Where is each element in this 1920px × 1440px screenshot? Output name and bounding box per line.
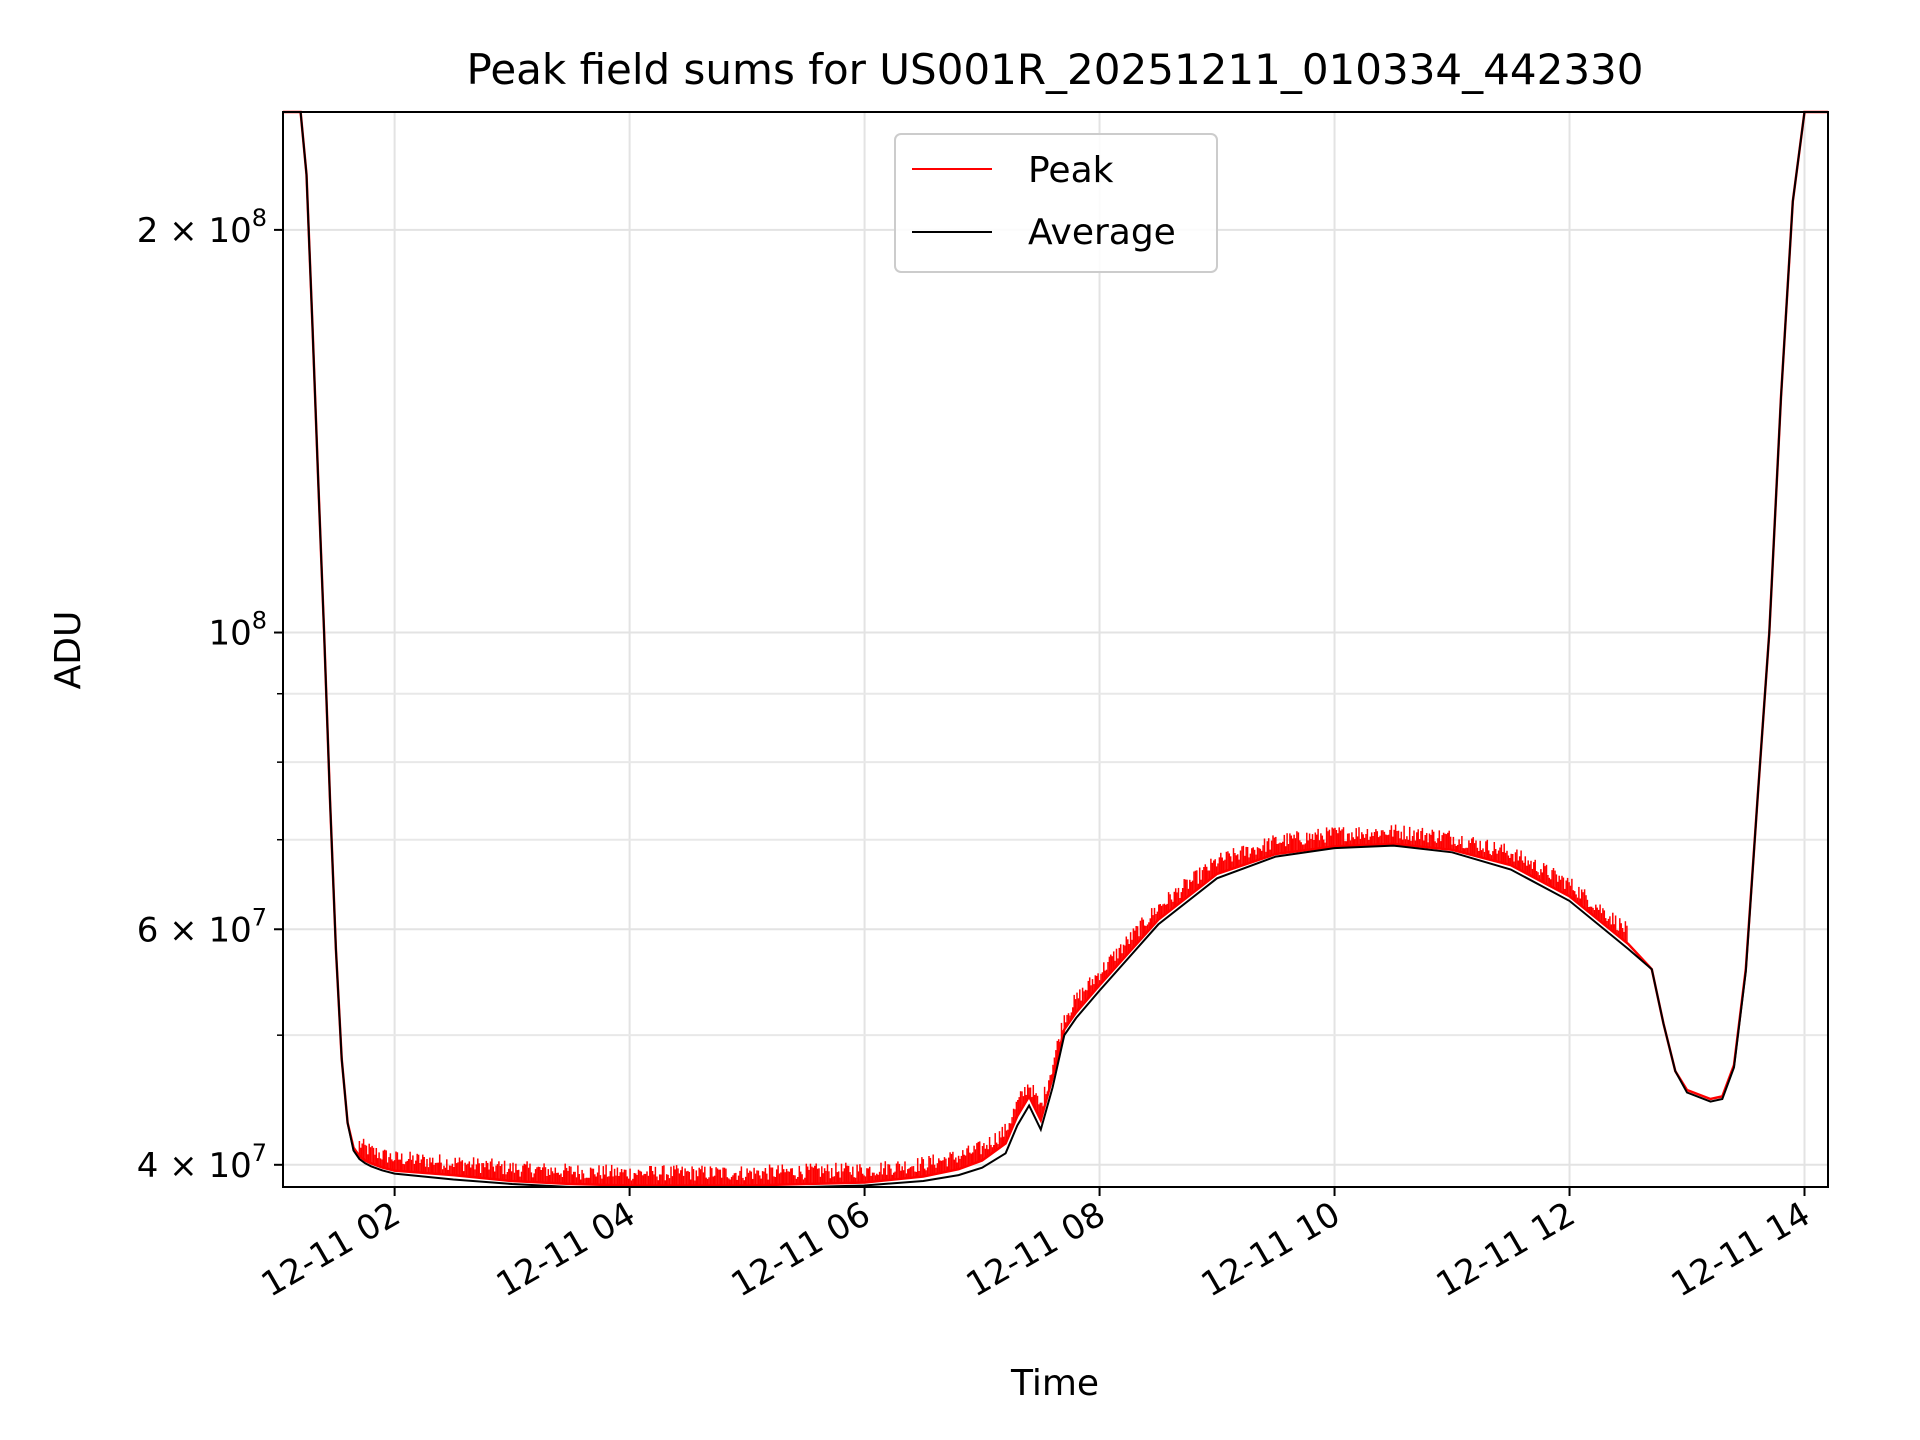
average-line (283, 111, 1828, 1188)
x-tick-label: 12-11 10 (1195, 1194, 1347, 1305)
y-tick-label: 108 (208, 607, 267, 654)
average-series (283, 111, 1828, 1188)
peak-series (283, 110, 1828, 1187)
peak-line (283, 110, 1828, 1187)
y-tick-label: 4 × 107 (137, 1139, 267, 1186)
legend-label-peak: Peak (1028, 150, 1114, 191)
x-tick-label: 12-11 06 (725, 1194, 877, 1305)
legend: Peak Average (894, 133, 1218, 273)
y-tick-label: 2 × 108 (137, 204, 267, 251)
x-axis-label: Time (1010, 1363, 1099, 1404)
x-tick-label: 12-11 14 (1665, 1194, 1817, 1305)
y-axis-label: ADU (48, 611, 89, 690)
x-axis: 12-11 02 12-11 04 12-11 06 12-11 08 12-11 10… (255, 1187, 1817, 1305)
grid-lines (283, 112, 1828, 1187)
y-axis: 4 × 107 6 × 107 108 2 × 108 (137, 204, 283, 1186)
x-tick-label: 12-11 04 (490, 1194, 642, 1305)
chart-title: Peak field sums for US001R_20251211_0103… (467, 45, 1644, 94)
legend-label-average: Average (1028, 212, 1176, 253)
y-tick-label: 6 × 107 (137, 903, 267, 950)
plot-frame (282, 111, 1829, 1188)
x-tick-label: 12-11 12 (1430, 1194, 1582, 1305)
x-tick-label: 12-11 02 (255, 1194, 407, 1305)
x-tick-label: 12-11 08 (960, 1194, 1112, 1305)
